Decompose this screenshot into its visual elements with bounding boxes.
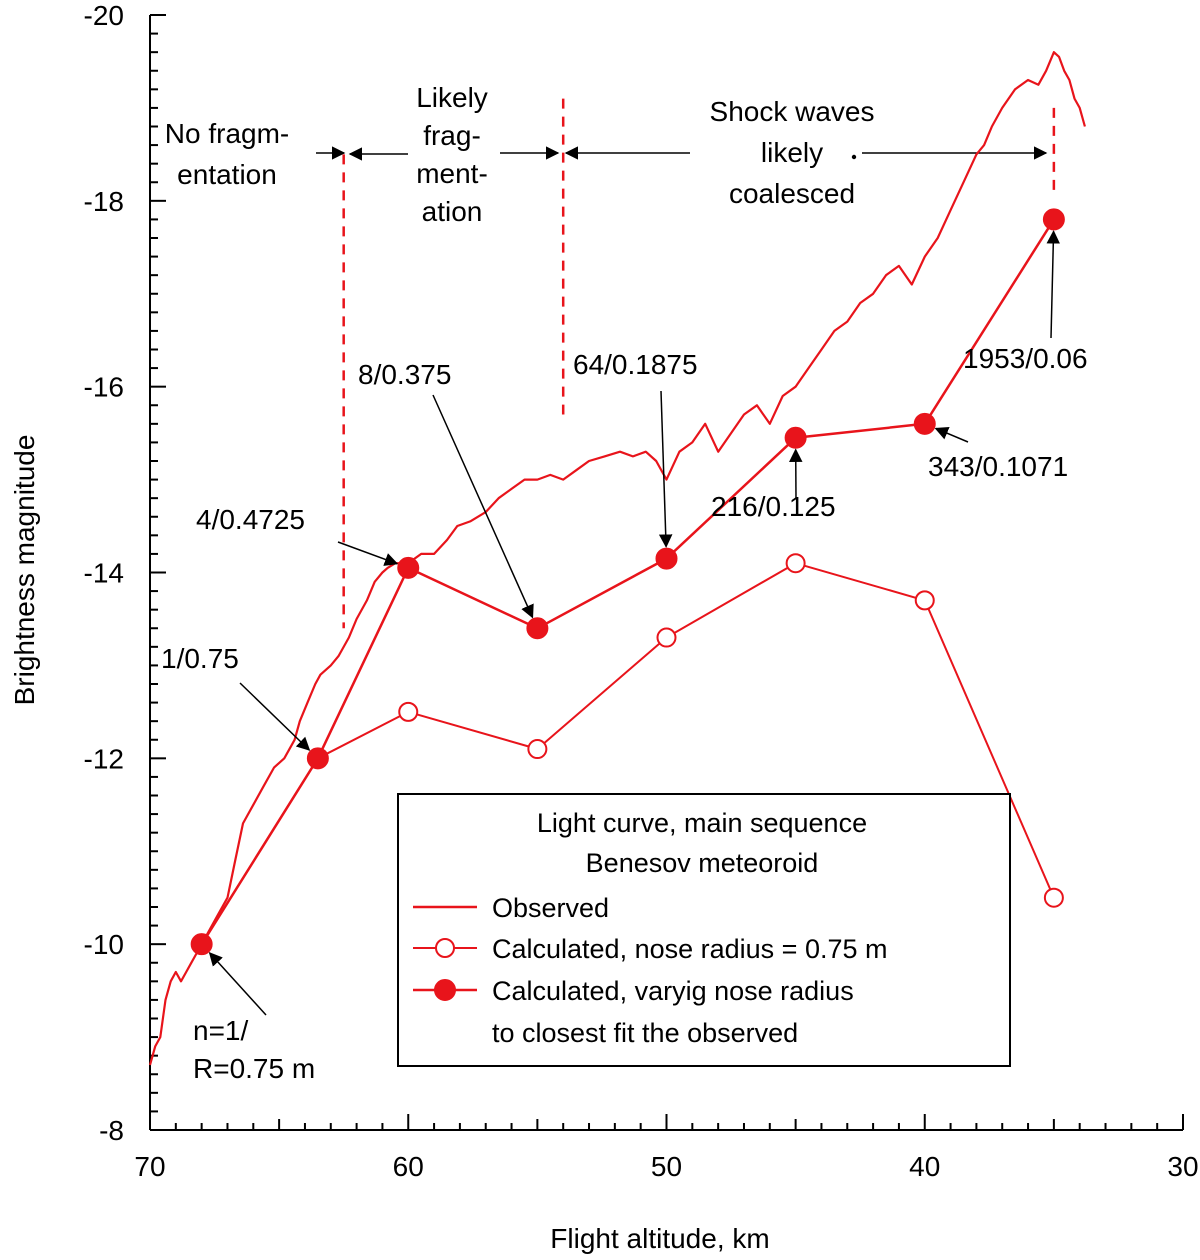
x-tick-label: 40 (909, 1151, 940, 1182)
legend-box (397, 793, 1011, 1067)
annotation-label: 64/0.1875 (573, 349, 698, 380)
annotation-label: 216/0.125 (711, 491, 836, 522)
fixed-radius-point (1043, 887, 1064, 908)
varying-radius-point (526, 617, 549, 640)
y-tick-label: -8 (99, 1115, 124, 1146)
varying-radius-point (913, 412, 936, 435)
region-label: ment- (416, 158, 488, 189)
region-labels: No fragm-entation Likely frag-ment-ation Sh… (165, 82, 1048, 227)
legend-title-line-2: Benesov meteoroid (586, 848, 819, 878)
legend-label-varying-radius: Calculated, varyig nose radius (492, 976, 854, 1006)
y-tick-labels: -8 -10 -12 -14 -16 -18 -20 (84, 0, 124, 1146)
annotation-arrow (1046, 230, 1061, 339)
annotation-label: R=0.75 m (193, 1053, 315, 1084)
region-label: entation (177, 159, 277, 190)
x-tick-label: 50 (651, 1151, 682, 1182)
legend-title-line-1: Light curve, main sequence (537, 808, 867, 838)
varying-radius-point (784, 426, 807, 449)
fixed-radius-point (785, 553, 806, 574)
varying-radius-point (306, 747, 329, 770)
annotation-label: 8/0.375 (358, 359, 451, 390)
annotation-arrow (658, 390, 673, 548)
annotation-arrow (934, 426, 969, 443)
observed-line (148, 51, 1086, 1066)
y-tick-label: -20 (84, 0, 124, 31)
annotation-arrow (337, 541, 399, 566)
fixed-radius-line (200, 562, 1055, 945)
x-tick-labels: 70 60 50 40 30 (134, 1151, 1198, 1182)
x-ticks (149, 1114, 1184, 1130)
legend-label-observed: Observed (492, 893, 609, 923)
x-tick-label: 60 (393, 1151, 424, 1182)
legend-marker-filled (434, 979, 456, 1001)
region-label: frag- (423, 120, 481, 151)
varying-radius-point (1042, 208, 1065, 231)
y-tick-label: -16 (84, 372, 124, 403)
annotation-arrow (239, 682, 311, 751)
fixed-radius-point (398, 701, 419, 722)
legend-label-varying-radius-line-2: to closest fit the observed (492, 1018, 798, 1048)
series-calculated-varying-radius (190, 208, 1065, 956)
fixed-radius-point (656, 627, 677, 648)
annotation-label: 1/0.75 (161, 643, 239, 674)
annotation-label: 4/0.4725 (196, 504, 305, 535)
legend-marker-open (435, 938, 455, 958)
annotation-label: 1953/0.06 (963, 343, 1088, 374)
region-label: coalesced (729, 178, 855, 209)
region-label: Shock waves (710, 96, 875, 127)
fixed-radius-point (914, 590, 935, 611)
region-dot (851, 154, 857, 160)
y-tick-label: -10 (84, 929, 124, 960)
varying-radius-point (190, 933, 213, 956)
legend-label-fixed-radius: Calculated, nose radius = 0.75 m (492, 934, 887, 964)
y-axis-title: Brightness magnitude (9, 435, 40, 706)
series-observed (148, 51, 1086, 1066)
varying-radius-point (655, 547, 678, 570)
region-boundaries (342, 98, 1056, 629)
varying-radius-point (397, 556, 420, 579)
y-ticks (150, 14, 166, 1131)
x-tick-label: 70 (134, 1151, 165, 1182)
varying-radius-line (200, 218, 1055, 945)
region-label: No fragm- (165, 118, 289, 149)
y-tick-label: -12 (84, 743, 124, 774)
y-tick-label: -14 (84, 558, 124, 589)
annotation-arrow (208, 952, 267, 1016)
y-tick-label: -18 (84, 186, 124, 217)
annotation-label: 343/0.1071 (928, 451, 1068, 482)
point-annotations: n=1/R=0.75 m 1/0.75 4/0.4725 8/0.375 64/0.18… (161, 230, 1088, 1084)
region-label: ation (422, 196, 483, 227)
x-tick-label: 30 (1167, 1151, 1198, 1182)
x-axis-title: Flight altitude, km (550, 1223, 769, 1254)
legend: Light curve, main sequence Benesov meteo… (397, 793, 1011, 1067)
region-label: likely (761, 137, 823, 168)
annotation-arrow (432, 394, 534, 619)
fixed-radius-point (527, 739, 548, 760)
annotation-label: n=1/ (193, 1015, 248, 1046)
region-label: Likely (416, 82, 488, 113)
plot-area: 70 60 50 40 30 -8 -10 -12 -14 -16 -18 -20 (84, 0, 1199, 1182)
